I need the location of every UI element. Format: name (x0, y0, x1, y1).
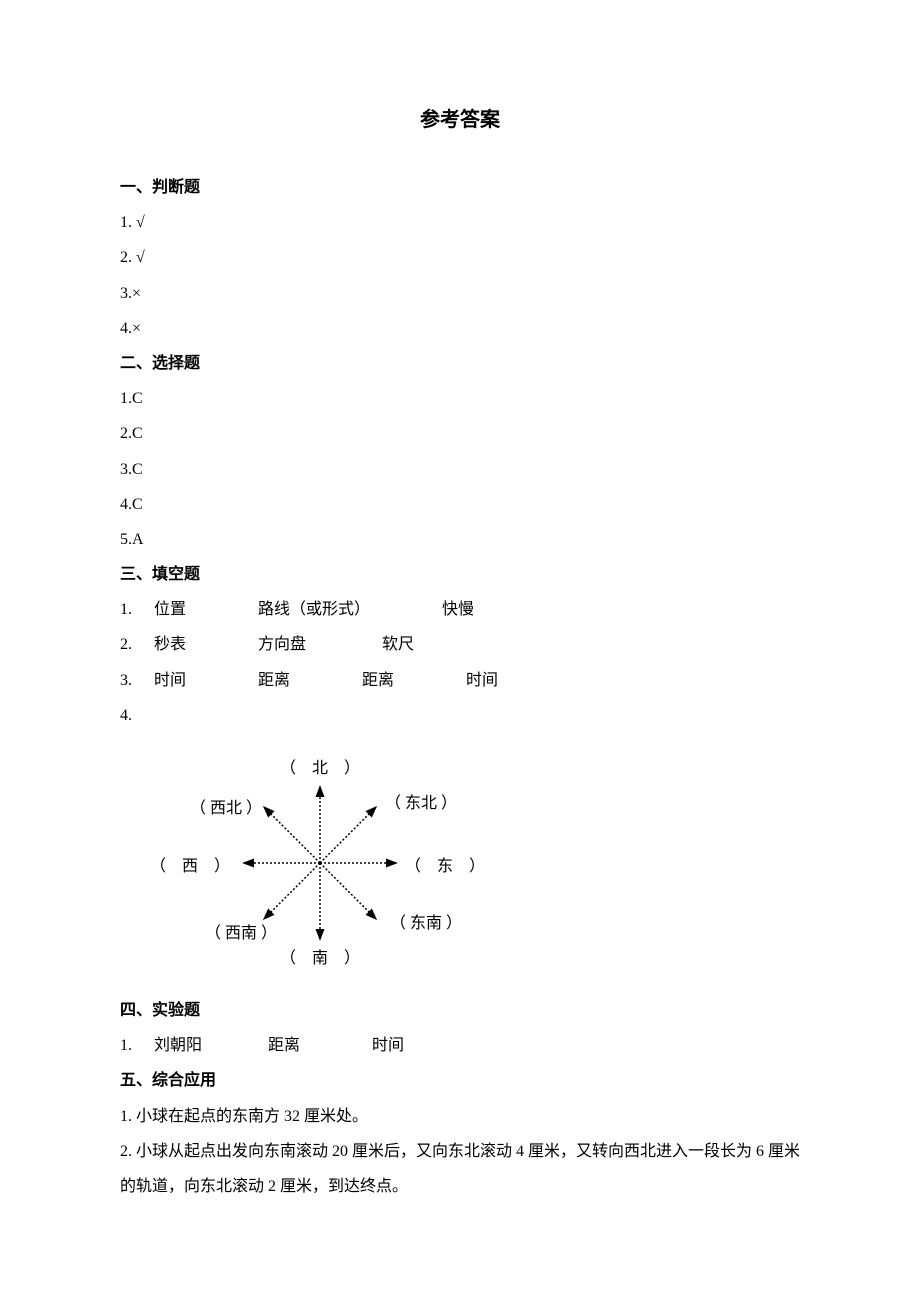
compass-northwest-label: （ 西北 ） (190, 793, 262, 825)
s4-q1-a: 刘朝阳 (154, 1028, 264, 1063)
compass-south-label: （ 南 ） (280, 943, 360, 975)
section2-item-1: 1.C (120, 381, 800, 416)
section1-heading: 一、判断题 (120, 170, 800, 205)
section4-q1: 1. 刘朝阳 距离 时间 (120, 1028, 800, 1063)
section2-item-2: 2.C (120, 416, 800, 451)
q3-a: 时间 (154, 663, 254, 698)
q2-num: 2. (120, 627, 150, 662)
compass-southeast-label: （ 东南 ） (390, 908, 462, 940)
page-title: 参考答案 (120, 100, 800, 140)
q1-b: 路线（或形式） (258, 592, 438, 627)
section2-heading: 二、选择题 (120, 346, 800, 381)
q1-c: 快慢 (442, 592, 474, 627)
section2-item-5: 5.A (120, 522, 800, 557)
section1-item-1: 1. √ (120, 205, 800, 240)
q3-c: 距离 (362, 663, 462, 698)
section3-q3: 3. 时间 距离 距离 时间 (120, 663, 800, 698)
section5-heading: 五、综合应用 (120, 1063, 800, 1098)
section3-q1: 1. 位置 路线（或形式） 快慢 (120, 592, 800, 627)
q2-a: 秒表 (154, 627, 254, 662)
section3-q4: 4. (120, 698, 800, 733)
q2-b: 方向盘 (258, 627, 378, 662)
s4-q1-c: 时间 (372, 1028, 404, 1063)
q3-num: 3. (120, 663, 150, 698)
section1-item-3: 3.× (120, 276, 800, 311)
compass-west-label: （ 西 ） (150, 851, 230, 883)
compass-southwest-label: （ 西南 ） (205, 918, 277, 950)
section5-q2: 2. 小球从起点出发向东南滚动 20 厘米后，又向东北滚动 4 厘米，又转向西北… (120, 1134, 800, 1204)
q1-a: 位置 (154, 592, 254, 627)
q3-d: 时间 (466, 663, 498, 698)
compass-north-label: （ 北 ） (280, 753, 360, 785)
q3-b: 距离 (258, 663, 358, 698)
compass-east-label: （ 东 ） (405, 851, 485, 883)
q2-c: 软尺 (382, 627, 414, 662)
section2-item-4: 4.C (120, 487, 800, 522)
q4-num: 4. (120, 707, 132, 724)
section1-item-2: 2. √ (120, 240, 800, 275)
s4-q1-b: 距离 (268, 1028, 368, 1063)
section1-item-4: 4.× (120, 311, 800, 346)
section2-item-3: 3.C (120, 452, 800, 487)
section4-heading: 四、实验题 (120, 993, 800, 1028)
s4-q1-num: 1. (120, 1028, 150, 1063)
section5-q1: 1. 小球在起点的东南方 32 厘米处。 (120, 1099, 800, 1134)
compass-diagram: （ 北 ） （ 东北 ） （ 东 ） （ 东南 ） （ 南 ） （ 西南 ） （… (150, 743, 500, 973)
section3-heading: 三、填空题 (120, 557, 800, 592)
section3-q2: 2. 秒表 方向盘 软尺 (120, 627, 800, 662)
q1-num: 1. (120, 592, 150, 627)
compass-northeast-label: （ 东北 ） (385, 788, 457, 820)
